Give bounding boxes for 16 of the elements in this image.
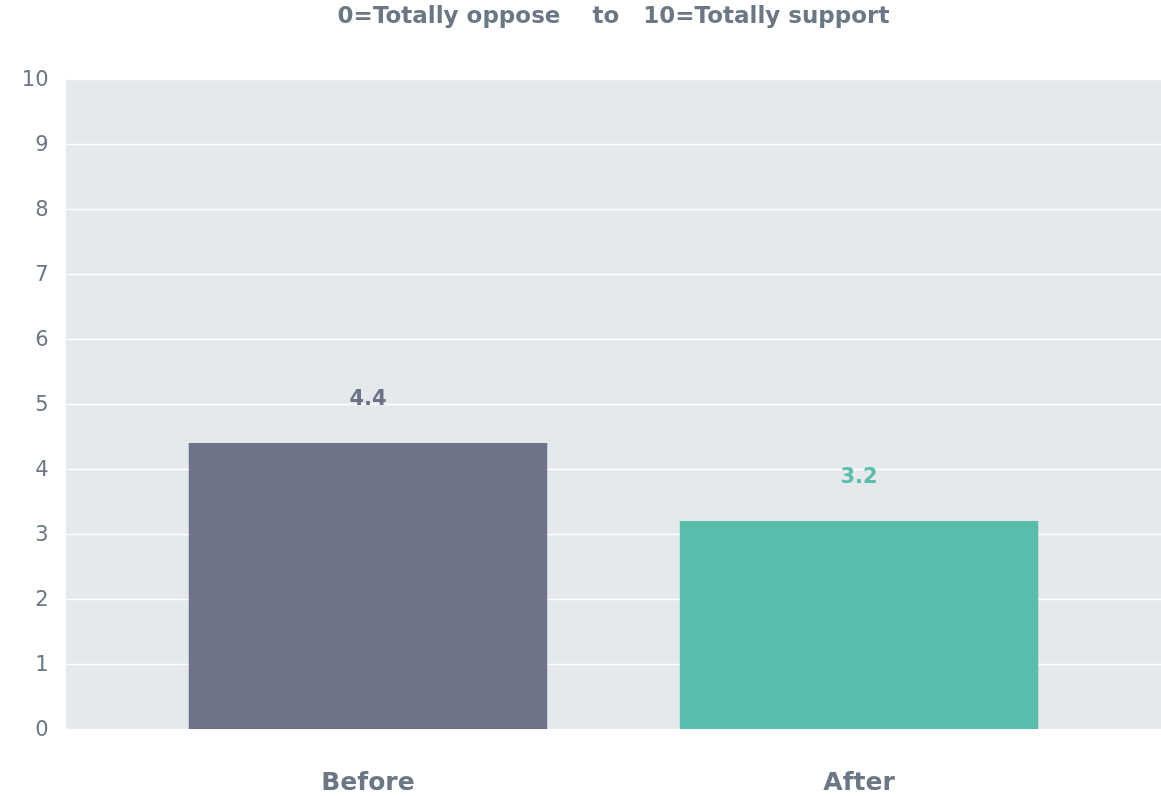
- y-tick-label: 2: [35, 586, 49, 611]
- y-tick-label: 4: [35, 456, 49, 481]
- y-tick-label: 1: [35, 651, 49, 676]
- data-label: 3.2: [840, 464, 878, 488]
- data-label: 4.4: [349, 386, 387, 410]
- x-tick-label: Before: [321, 766, 415, 796]
- y-tick-label: 8: [35, 196, 49, 221]
- chart-title: 0=Totally oppose to 10=Totally support: [337, 2, 890, 28]
- y-tick-label: 3: [35, 521, 49, 546]
- y-tick-label: 7: [35, 261, 49, 286]
- y-tick-label: 0: [35, 716, 49, 741]
- y-tick-label: 10: [21, 66, 49, 91]
- y-tick-label: 6: [35, 326, 49, 351]
- y-tick-label: 9: [35, 131, 49, 156]
- y-tick-label: 5: [35, 391, 49, 416]
- x-tick-label: After: [823, 766, 896, 796]
